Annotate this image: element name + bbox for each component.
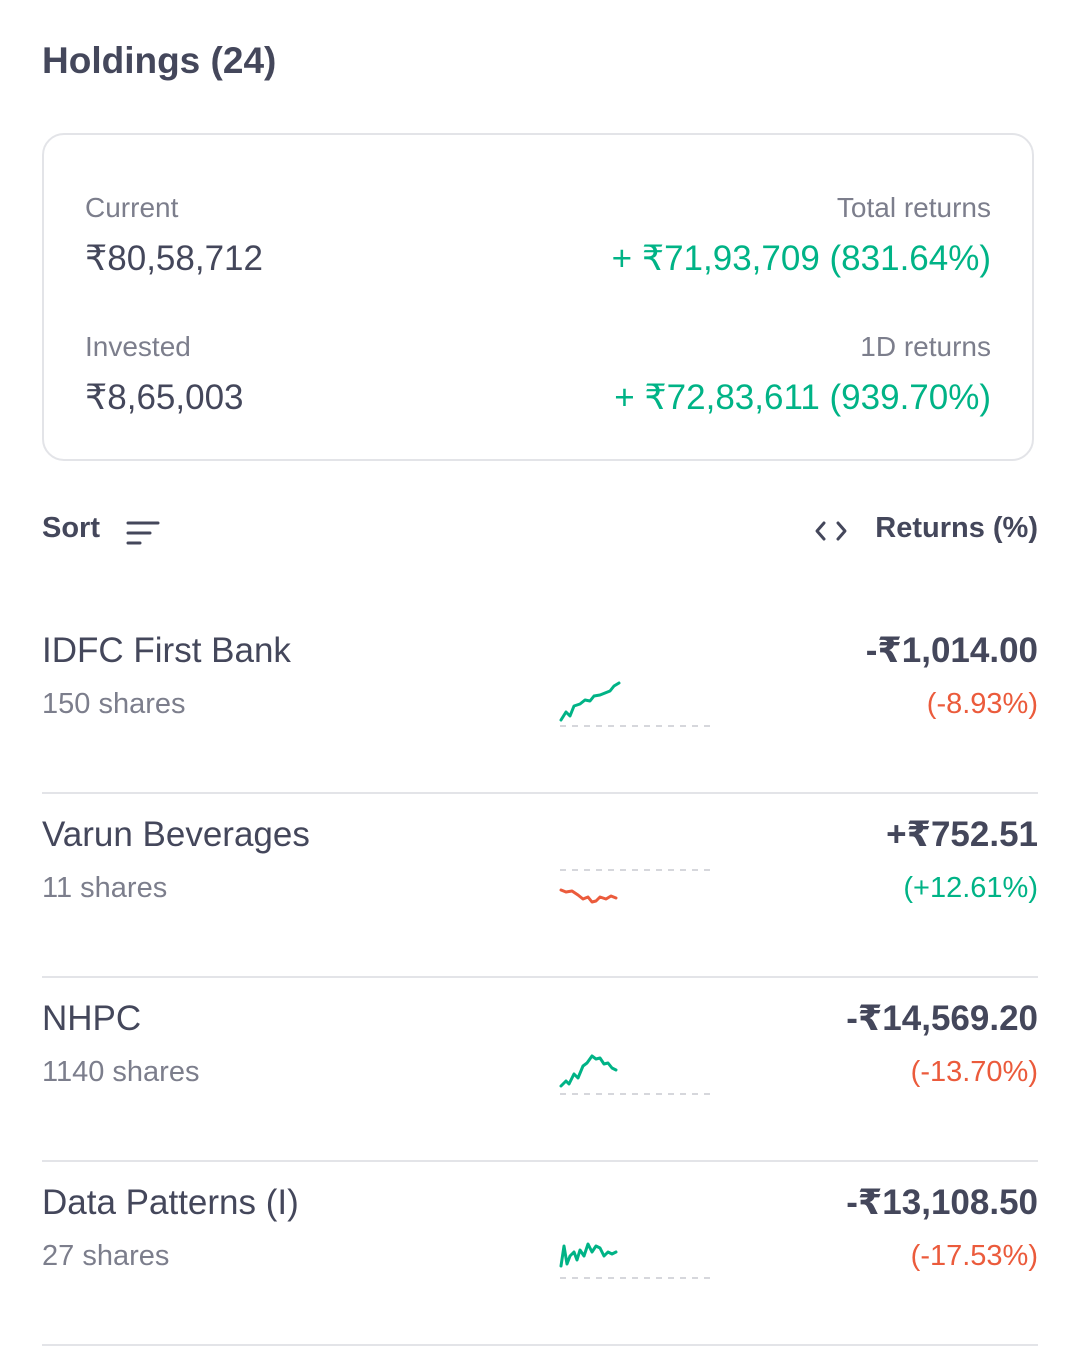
holding-shares: 11 shares xyxy=(42,872,168,904)
holding-row[interactable]: IDFC First Bank 150 shares -₹1,014.00 (-… xyxy=(42,611,1038,794)
sparkline-chart xyxy=(559,1242,714,1279)
total-returns-label: Total returns xyxy=(836,192,991,223)
sparkline-chart xyxy=(559,1054,714,1095)
sparkline-line xyxy=(559,1242,618,1268)
day-returns-value: + ₹72,83,611 (939.70%) xyxy=(614,378,991,417)
holding-return-amount: +₹752.51 xyxy=(886,815,1038,854)
sparkline-chart xyxy=(559,681,714,727)
portfolio-summary-card: Current ₹80,58,712 Total returns + ₹71,9… xyxy=(42,133,1034,461)
sort-bar: Sort Returns (%) xyxy=(42,506,1038,556)
sparkline-line xyxy=(559,681,621,722)
sparkline-line xyxy=(559,1054,618,1088)
holding-return-percent: (+12.61%) xyxy=(903,872,1038,904)
total-returns-value: + ₹71,93,709 (831.64%) xyxy=(611,239,991,278)
current-value: ₹80,58,712 xyxy=(85,239,263,278)
holding-name: IDFC First Bank xyxy=(42,631,291,670)
holding-name: NHPC xyxy=(42,999,142,1038)
holding-return-amount: -₹1,014.00 xyxy=(865,631,1038,670)
day-returns-label: 1D returns xyxy=(860,331,991,362)
holding-return-percent: (-17.53%) xyxy=(910,1240,1038,1272)
holding-name: Varun Beverages xyxy=(42,815,310,854)
holding-return-amount: -₹14,569.20 xyxy=(846,999,1038,1038)
invested-value: ₹8,65,003 xyxy=(85,378,244,417)
page-title: Holdings (24) xyxy=(42,40,277,81)
holding-shares: 150 shares xyxy=(42,688,186,720)
sparkline-line xyxy=(559,888,618,904)
holding-row[interactable]: Data Patterns (I) 27 shares -₹13,108.50 … xyxy=(42,1163,1038,1346)
invested-label: Invested xyxy=(85,331,191,362)
sort-icon[interactable] xyxy=(126,520,160,546)
sort-button[interactable]: Sort xyxy=(42,512,100,544)
holding-name: Data Patterns (I) xyxy=(42,1183,299,1222)
toggle-arrows-icon[interactable] xyxy=(814,518,848,544)
holding-return-amount: -₹13,108.50 xyxy=(846,1183,1038,1222)
holding-row[interactable]: NHPC 1140 shares -₹14,569.20 (-13.70%) xyxy=(42,979,1038,1162)
holding-shares: 1140 shares xyxy=(42,1056,200,1088)
returns-toggle-button[interactable]: Returns (%) xyxy=(875,512,1038,544)
holding-return-percent: (-13.70%) xyxy=(910,1056,1038,1088)
holding-row[interactable]: Varun Beverages 11 shares +₹752.51 (+12.… xyxy=(42,795,1038,978)
holding-shares: 27 shares xyxy=(42,1240,170,1272)
current-label: Current xyxy=(85,192,179,223)
holding-return-percent: (-8.93%) xyxy=(926,688,1038,720)
sparkline-chart xyxy=(559,869,714,904)
